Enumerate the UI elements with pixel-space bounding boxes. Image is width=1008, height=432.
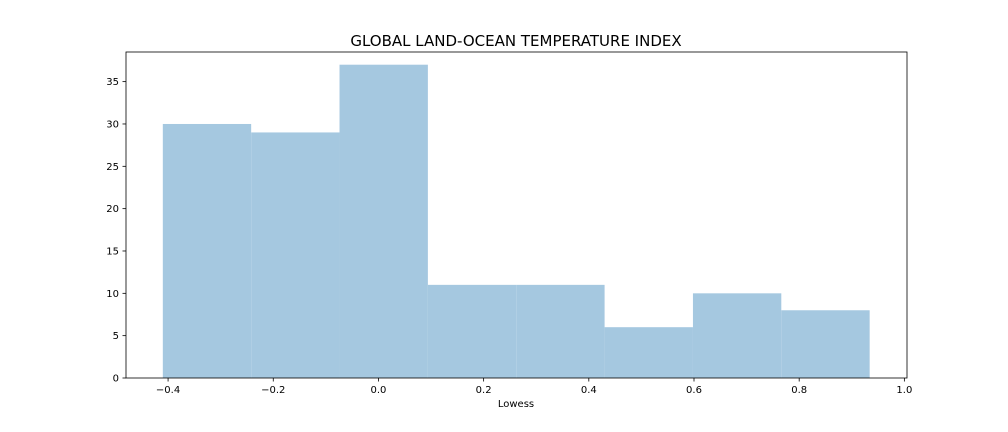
x-tick-label: 0.2	[476, 385, 492, 396]
histogram-bar-5	[516, 284, 605, 378]
plot-frame	[125, 51, 908, 379]
histogram-bar-2	[251, 132, 340, 378]
y-tick-label: 0	[113, 374, 119, 385]
y-tick-label: 20	[106, 204, 119, 215]
histogram-bar-4	[427, 284, 517, 378]
x-axis-label: Lowess	[498, 399, 534, 410]
y-tick-label: 25	[106, 162, 119, 173]
x-tick-label: −0.2	[261, 385, 285, 396]
x-tick-label: 0.8	[791, 385, 807, 396]
x-tick-label: 0.4	[581, 385, 597, 396]
y-tick-label: 10	[106, 289, 119, 300]
histogram-bar-8	[781, 310, 870, 378]
histogram-bar-6	[604, 327, 693, 378]
x-tick-label: −0.4	[156, 385, 180, 396]
x-tick-label: 0.6	[686, 385, 702, 396]
histogram-bar-1	[162, 123, 252, 378]
histogram-bar-3	[339, 64, 428, 379]
x-tick-label: 0.0	[370, 385, 386, 396]
y-tick-label: 5	[113, 331, 119, 342]
y-tick-label: 30	[106, 119, 119, 130]
x-axis-ticks: −0.4 −0.2 0.0 0.2 0.4 0.6 0.8 1.0	[156, 378, 912, 396]
x-tick-label: 1.0	[896, 385, 912, 396]
y-tick-label: 35	[106, 77, 119, 88]
bars-group	[162, 64, 870, 379]
y-tick-label: 15	[106, 246, 119, 257]
y-axis-ticks: 0 5 10 15 20 25 30 35	[106, 77, 126, 385]
chart-title: GLOBAL LAND-OCEAN TEMPERATURE INDEX	[350, 32, 681, 50]
histogram-bar-7	[692, 293, 782, 378]
